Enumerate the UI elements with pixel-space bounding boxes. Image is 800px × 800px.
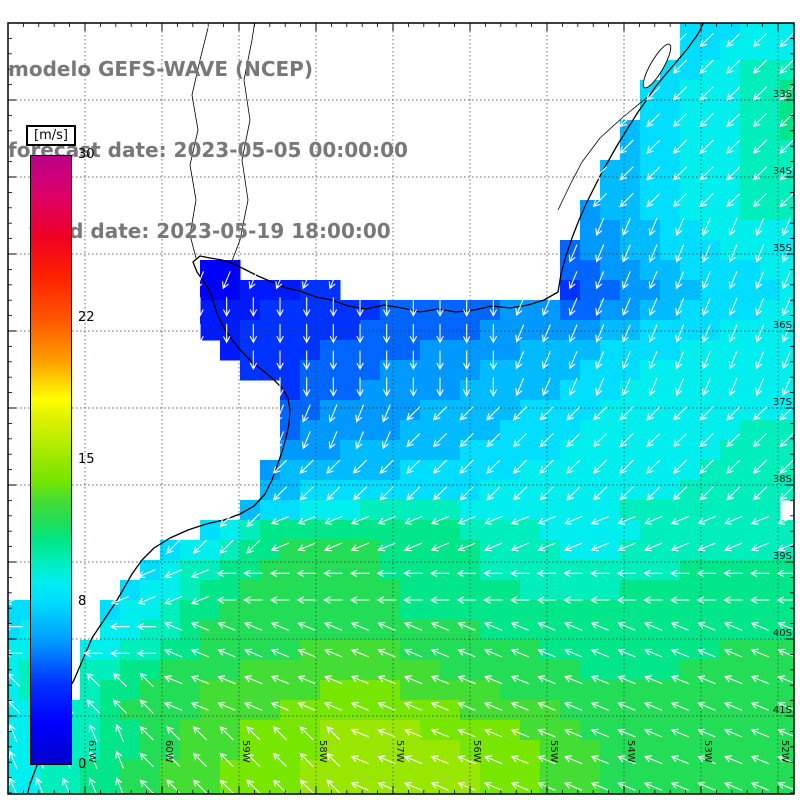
longitude-label: 57W — [394, 740, 405, 763]
longitude-labels: 61W 60W 59W 58W 57W 56W 55W 54W 53W 52W — [86, 740, 790, 763]
graticule — [8, 23, 794, 794]
latitude-label: 37S — [773, 397, 792, 408]
latitude-label: 33S — [773, 89, 792, 100]
longitude-label: 59W — [240, 740, 251, 763]
longitude-label: 61W — [86, 740, 97, 763]
latitude-label: 41S — [773, 705, 792, 716]
longitude-label: 58W — [317, 740, 328, 763]
longitude-label: 52W — [779, 740, 790, 763]
longitude-label: 54W — [625, 740, 636, 763]
latitude-label: 36S — [773, 320, 792, 331]
latitude-label: 35S — [773, 243, 792, 254]
latitude-label: 39S — [773, 551, 792, 562]
colorbar-tick-label: 8 — [78, 594, 87, 610]
longitude-label: 60W — [163, 740, 174, 763]
latitude-labels: 33S 34S 35S 36S 37S 38S 39S 40S 41S — [773, 89, 792, 716]
longitude-label: 55W — [548, 740, 559, 763]
colorbar-unit-label: [m/s] — [26, 125, 76, 146]
colorbar-tick-label: 22 — [78, 309, 95, 325]
plot-frame — [7, 22, 795, 795]
wind-arrows — [8, 33, 794, 794]
colorbar-tick-label: 0 — [78, 757, 87, 772]
colorbar-tick-label: 15 — [78, 452, 95, 467]
colorbar-tick-label: 30 — [78, 147, 95, 162]
colorbar-gradient — [30, 155, 72, 765]
coastline — [26, 23, 705, 794]
latitude-label: 38S — [773, 474, 792, 485]
longitude-label: 53W — [702, 740, 713, 763]
latitude-label: 40S — [773, 628, 792, 639]
wind-speed-cells — [8, 23, 794, 794]
longitude-label: 56W — [471, 740, 482, 763]
latitude-label: 34S — [773, 166, 792, 177]
